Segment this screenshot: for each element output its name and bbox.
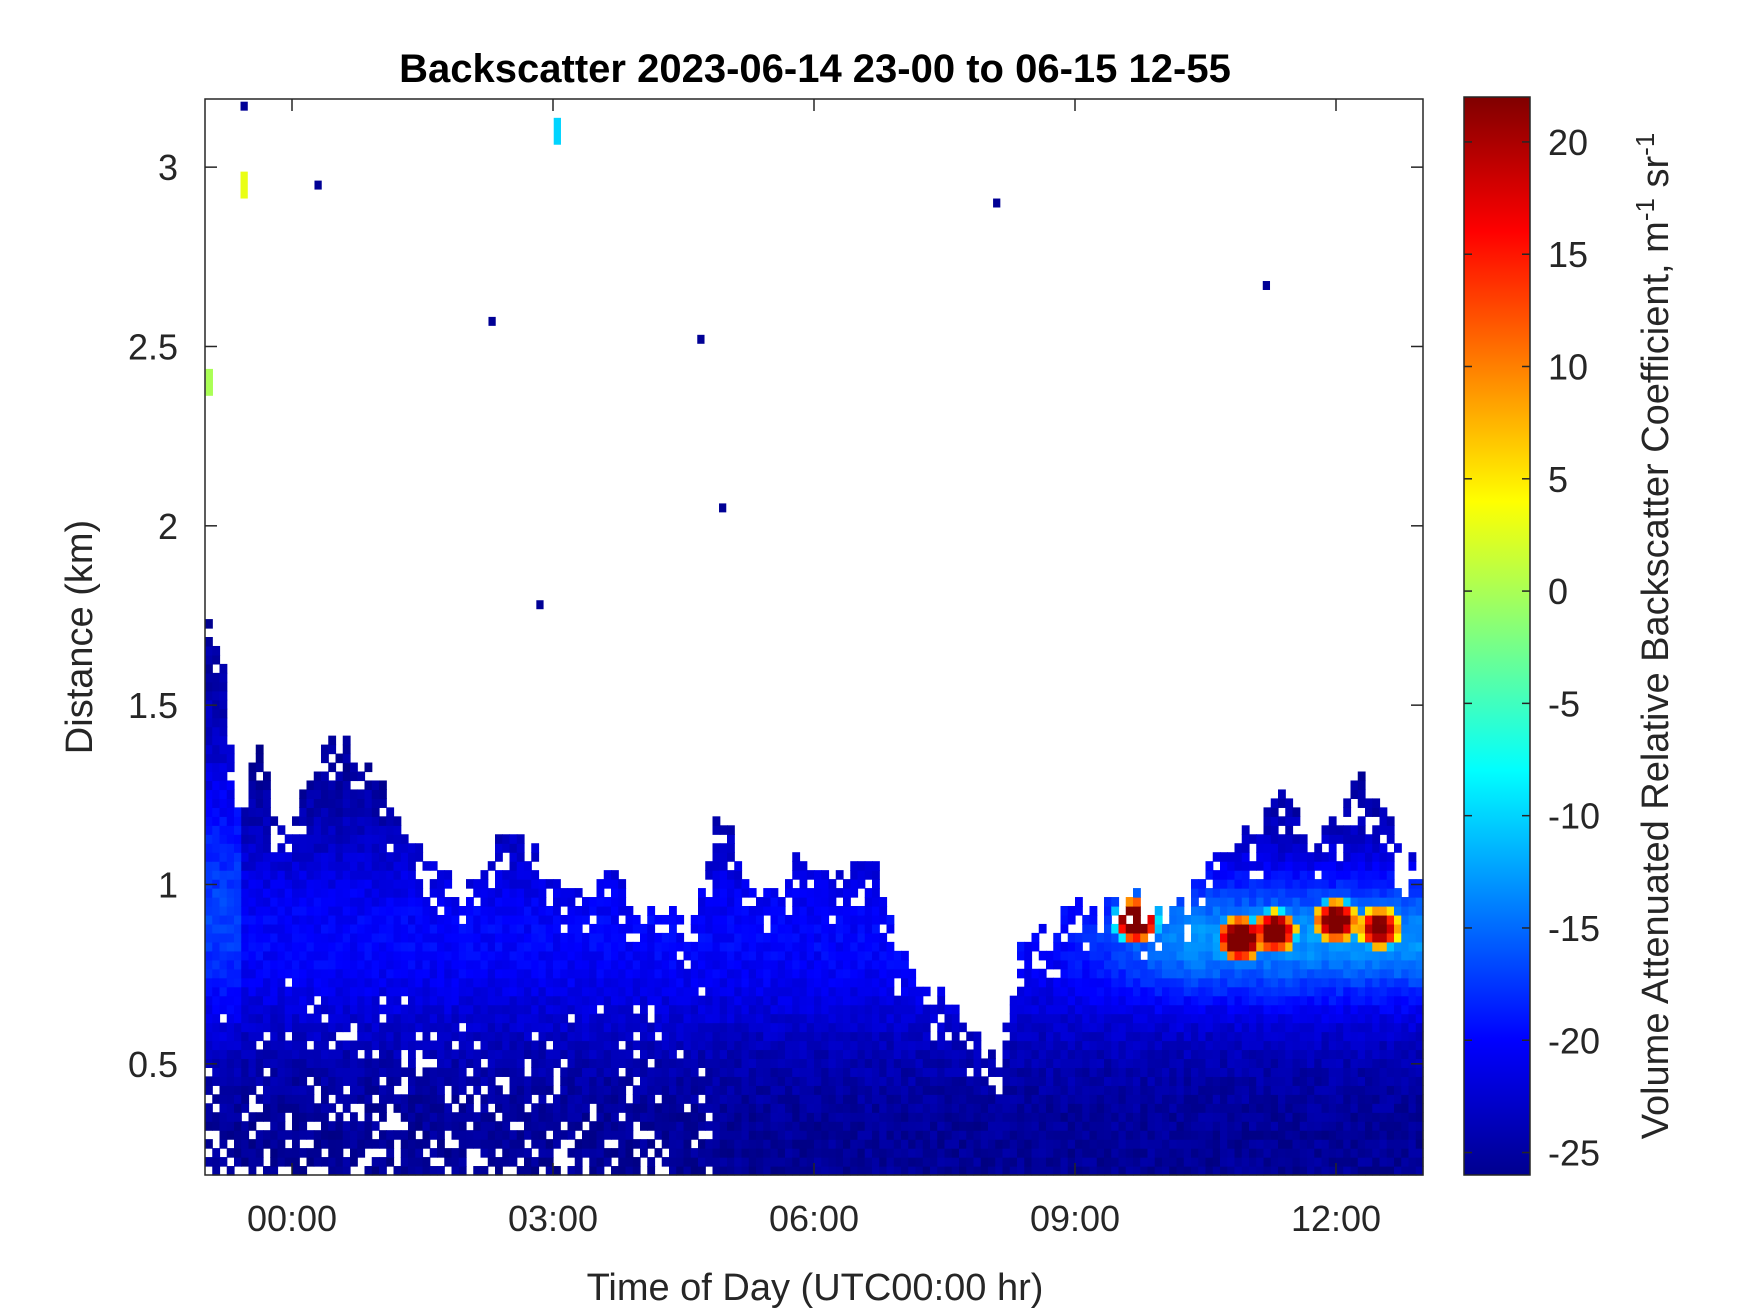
x-tick-label: 09:00 — [1030, 1198, 1120, 1239]
isolated-return — [993, 198, 1001, 208]
y-tick-label: 1.5 — [128, 685, 178, 726]
y-tick-label: 0.5 — [128, 1044, 178, 1085]
colorbar-tick-label: 10 — [1548, 347, 1588, 388]
isolated-return — [719, 503, 727, 513]
colorbar-label: Volume Attenuated Relative Backscatter C… — [1630, 133, 1677, 1140]
colorbar-tick-label: -5 — [1548, 683, 1580, 724]
y-tick-label: 3 — [158, 147, 178, 188]
colorbar-tick-label: 15 — [1548, 234, 1588, 275]
x-tick-label: 12:00 — [1291, 1198, 1381, 1239]
colorbar-tick-label: -25 — [1548, 1133, 1600, 1174]
x-tick-label: 06:00 — [769, 1198, 859, 1239]
y-tick-label: 2.5 — [128, 326, 178, 367]
colorbar-ticks: 20 15 10 5 0 -5 -10 -15 -20 -25 — [1464, 122, 1600, 1174]
x-axis: 00:00 03:00 06:00 09:00 12:00 — [247, 99, 1381, 1239]
chart-title: Backscatter 2023-06-14 23-00 to 06-15 12… — [399, 47, 1231, 91]
colorbar — [1463, 96, 1531, 1176]
isolated-return — [697, 334, 705, 344]
colorbar-tick-label: -10 — [1548, 796, 1600, 837]
colorbar-tick-label: -15 — [1548, 908, 1600, 949]
isolated-return — [240, 171, 248, 199]
colorbar-tick-label: 5 — [1548, 459, 1568, 500]
x-tick-label: 00:00 — [247, 1198, 337, 1239]
isolated-return — [536, 600, 544, 610]
heatmap-cells — [205, 101, 1424, 1176]
y-axis-label: Distance (km) — [59, 520, 101, 754]
colorbar-tick-label: -20 — [1548, 1020, 1600, 1061]
colorbar-tick-label: 20 — [1548, 122, 1588, 163]
y-axis: 0.5 1 1.5 2 2.5 3 — [128, 147, 1423, 1085]
isolated-return — [1262, 281, 1271, 290]
y-tick-label: 2 — [158, 506, 178, 547]
isolated-return — [240, 101, 248, 111]
x-tick-label: 03:00 — [508, 1198, 598, 1239]
y-tick-label: 1 — [158, 864, 178, 905]
isolated-return — [488, 316, 496, 326]
isolated-return — [205, 368, 213, 396]
x-axis-label: Time of Day (UTC00:00 hr) — [587, 1267, 1044, 1309]
colorbar-tick-label: 0 — [1548, 571, 1568, 612]
isolated-return — [553, 117, 561, 145]
isolated-return — [314, 180, 322, 190]
